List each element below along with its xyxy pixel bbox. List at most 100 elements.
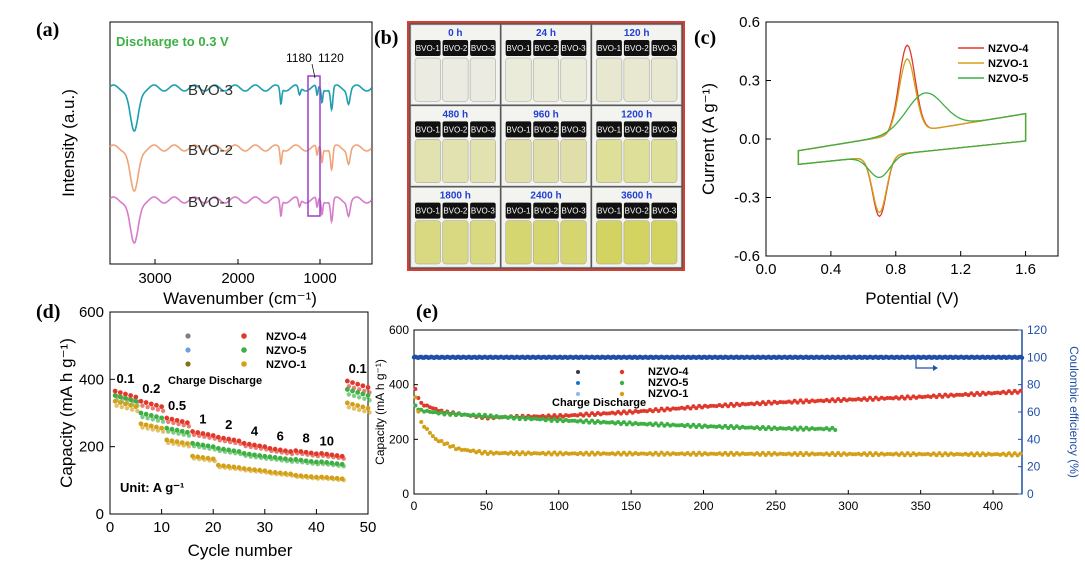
panel-d-point-nzvo-1-discharge (197, 456, 202, 462)
panel-e-point-nzvo-5 (419, 407, 424, 412)
panel-e-point-nzvo-5 (694, 425, 699, 430)
panel-d-point-nzvo-5-discharge (258, 455, 264, 461)
panel-d-point-nzvo-1-discharge (135, 408, 140, 414)
panel-e-point-nzvo-4 (581, 413, 586, 418)
panel-e-point-nzvo-1 (766, 450, 771, 455)
panel-b-vial-cap (442, 202, 469, 219)
panel-d-point-nzvo-1-discharge (336, 477, 341, 482)
panel-d-point-nzvo-4-discharge (181, 423, 186, 428)
panel-e-ytick: 400 (389, 378, 409, 392)
panel-e-point-nzvo-1 (708, 451, 713, 456)
panel-b-vial-cap (505, 121, 532, 138)
panel-e-point-nzvo-5 (766, 425, 771, 430)
panel-e-point-nzvo-4 (1018, 388, 1023, 393)
panel-e-point-nzvo-1 (485, 452, 490, 457)
panel-e-ytick: 0 (402, 487, 409, 501)
panel-e-point-nzvo-5 (665, 421, 670, 426)
panel-b-vial-liquid (596, 57, 623, 102)
panel-d-point-nzvo-1-discharge (114, 403, 119, 408)
panel-d-point-nzvo-1-discharge (124, 406, 130, 411)
panel-e-point-nzvo-1 (535, 451, 540, 456)
panel-d-point-nzvo-5 (344, 387, 350, 392)
panel-d-point-nzvo-5-discharge (166, 429, 171, 434)
panel-e-point-nzvo-1 (558, 450, 563, 455)
panel-d-point-nzvo-4-discharge (160, 408, 166, 414)
panel-b-vial-cap (560, 40, 587, 56)
panel-e-point-nzvo-4 (700, 405, 705, 410)
panel-e-point-nzvo-5 (590, 418, 595, 423)
panel-d-rate-labels: 0.1 0.2 0.5 1 2 4 6 8 10 0.1 (116, 361, 366, 448)
panel-e-point-nzvo-4 (590, 411, 595, 416)
panel-e-point-nzvo-4 (729, 401, 734, 406)
panel-d-rate-label: 4 (251, 423, 259, 438)
panel-d-point-nzvo-1 (112, 398, 118, 404)
panel-e-point-nzvo-5 (720, 425, 725, 430)
panel-d-point-nzvo-4-discharge (145, 404, 150, 410)
panel-e-point-nzvo-1 (497, 451, 502, 456)
panel-e-point-nzvo-4 (899, 394, 904, 399)
panel-d-xtick: 10 (153, 519, 170, 536)
panel-b-time-label: 2400 h (530, 191, 561, 202)
panel-c-ticks: 0.0 0.4 0.8 1.2 1.6 0.6 0.3 0.0 -0.3 -0.6 (734, 14, 1036, 278)
panel-e-point-nzvo-4 (836, 397, 841, 402)
panel-b-vial-cap (505, 40, 532, 56)
panel-e-point-nzvo-1 (627, 450, 632, 455)
panel-d-points (112, 378, 372, 483)
panel-e-point-nzvo-4 (766, 399, 771, 404)
panel-e-point-nzvo-1 (870, 453, 875, 458)
panel-e-point-nzvo-1 (946, 453, 951, 458)
panel-e-xtick: 400 (983, 499, 1003, 513)
panel-e-point-nzvo-1 (451, 443, 456, 448)
panel-d-point-nzvo-4-discharge (326, 454, 331, 459)
panel-d-point-nzvo-1-discharge (191, 456, 197, 461)
panel-d-xtick: 50 (360, 519, 377, 536)
panel-e-point-nzvo-1 (656, 452, 661, 457)
panel-d-point-nzvo-1-discharge (181, 443, 186, 448)
panel-e-ytick-right: 0 (1027, 487, 1034, 501)
panel-e-point-nzvo-4 (868, 395, 872, 400)
panel-d-point-nzvo-5-discharge (186, 433, 192, 438)
panel-e-point-nzvo-1 (980, 451, 985, 456)
panel-d-point-nzvo-5 (112, 393, 118, 398)
panel-e-point-nzvo-1 (546, 450, 551, 455)
panel-e-point-nzvo-1 (836, 450, 841, 455)
panel-e-point-nzvo-1 (549, 452, 554, 457)
panel-e-point-nzvo-5 (697, 423, 702, 428)
panel-e-xtick: 300 (838, 499, 858, 513)
panel-d-point-nzvo-4 (112, 388, 118, 394)
panel-e-point-nzvo-1 (584, 450, 589, 455)
panel-d-point-nzvo-4-discharge (341, 456, 346, 461)
panel-b-vial-cap (533, 121, 559, 138)
panel-e-point-nzvo-4 (587, 413, 592, 418)
panel-e-point-nzvo-5 (653, 421, 658, 426)
panel-e-point-nzvo-1 (757, 452, 762, 457)
panel-d-point-nzvo-4-discharge (269, 448, 274, 454)
panel-b-vial-label: BVO-1 (597, 125, 622, 134)
panel-e-point-nzvo-1 (688, 452, 693, 457)
panel-e-point-nzvo-5 (734, 424, 739, 429)
panel-d-point-nzvo-4-discharge (155, 407, 161, 412)
panel-d-point-nzvo-5 (123, 395, 128, 401)
panel-e-point-nzvo-1 (827, 452, 832, 457)
panel-e-point-nzvo-5 (427, 409, 432, 414)
panel-e-point-nzvo-4 (726, 404, 731, 409)
panel-e-point-nzvo-1 (624, 452, 629, 457)
panel-e-ytick-right: 60 (1027, 405, 1041, 419)
panel-e-legend-charge-marker (576, 370, 580, 374)
panel-e-point-nzvo-4 (697, 403, 702, 408)
panel-b-vial-label: BVO-1 (416, 44, 441, 53)
panel-a-frame (109, 21, 373, 265)
panel-e-point-nzvo-5 (726, 426, 731, 431)
panel-b-vial-cap (623, 121, 650, 138)
panel-b-vial-cap (651, 202, 677, 219)
panel-d-point-nzvo-4-discharge (305, 452, 310, 457)
panel-e-point-nzvo-5 (462, 412, 467, 417)
panel-d-point-nzvo-5-discharge (222, 449, 228, 454)
panel-d-point-nzvo-1-discharge (356, 407, 362, 413)
panel-e-point-nzvo-1 (729, 450, 734, 455)
panel-b-vial-label: BVO-2 (625, 44, 650, 53)
panel-d-point-nzvo-4-discharge (284, 451, 290, 456)
panel-e-point-nzvo-1 (972, 453, 977, 458)
panel-e-point-nzvo-1 (650, 452, 655, 457)
panel-e-point-nzvo-4 (639, 409, 644, 414)
